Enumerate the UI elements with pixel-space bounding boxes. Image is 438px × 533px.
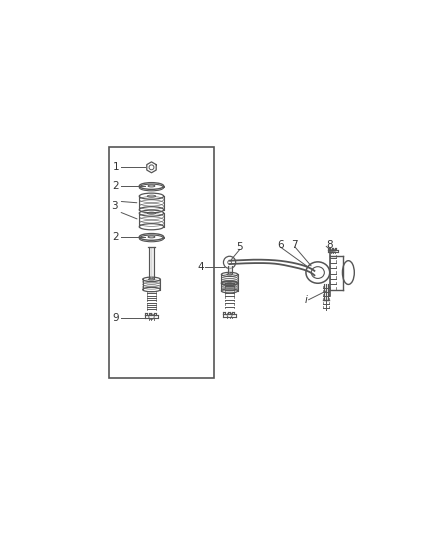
Text: 7: 7 — [291, 240, 297, 250]
Text: i: i — [304, 295, 307, 305]
Text: 4: 4 — [198, 262, 204, 272]
Text: 6: 6 — [277, 240, 284, 250]
Bar — [109, 147, 214, 378]
Text: 9: 9 — [113, 313, 119, 324]
Text: 2: 2 — [113, 181, 119, 191]
Text: 3: 3 — [111, 201, 117, 212]
Text: 8: 8 — [326, 240, 333, 250]
Text: 5: 5 — [237, 242, 243, 252]
Text: 1: 1 — [113, 163, 119, 172]
Text: 2: 2 — [113, 232, 119, 242]
